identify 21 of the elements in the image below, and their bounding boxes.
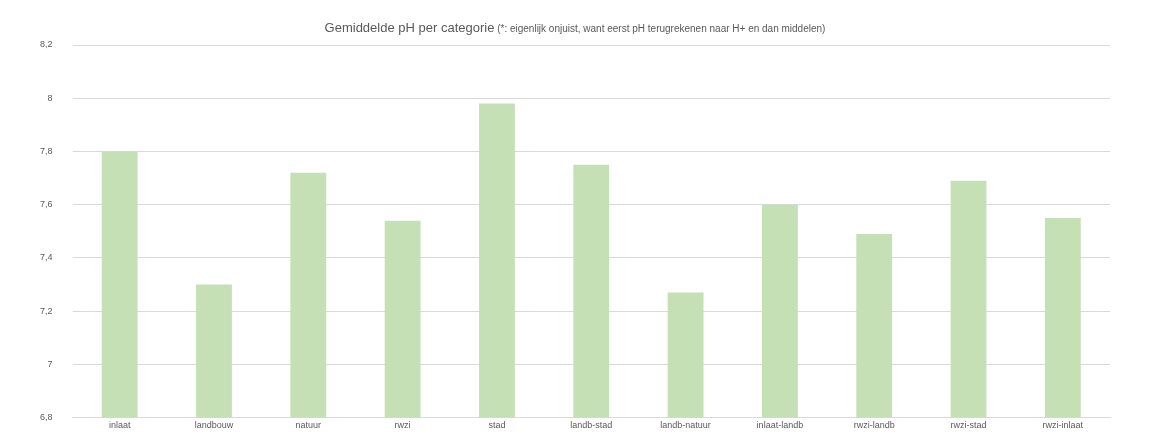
y-tick-label: 7,2	[40, 305, 53, 316]
x-tick-label: rwzi-landb	[853, 420, 895, 431]
x-tick-label: stad	[488, 420, 506, 431]
x-tick-label: rwzi	[394, 420, 411, 431]
x-tick-label: landb-natuur	[660, 420, 711, 431]
x-tick-label: landb-stad	[570, 420, 613, 431]
x-tick-label: inlaat	[108, 420, 131, 431]
y-tick-label: 7,4	[40, 252, 53, 263]
y-tick-label: 7	[47, 358, 53, 369]
y-tick-label: 7,8	[40, 145, 53, 156]
y-tick-label: 7,6	[40, 199, 53, 210]
x-tick-label: landbouw	[194, 420, 234, 431]
y-tick-label: 6,8	[40, 412, 53, 423]
x-tick-label: rwzi-stad	[950, 420, 987, 431]
x-tick-label: natuur	[295, 420, 322, 431]
chart-subtitle: (*: eigenlijk onjuist, want eerst pH terugrekenen naar H+ en dan middelen)	[494, 22, 826, 34]
x-tick-label: rwzi-inlaat	[1042, 420, 1084, 431]
x-tick-label: inlaat-landb	[756, 420, 804, 431]
y-tick-label: 8	[47, 92, 53, 103]
y-tick-label: 8,2	[40, 39, 53, 50]
chart-title: Gemiddelde pH per categorie	[324, 19, 495, 35]
